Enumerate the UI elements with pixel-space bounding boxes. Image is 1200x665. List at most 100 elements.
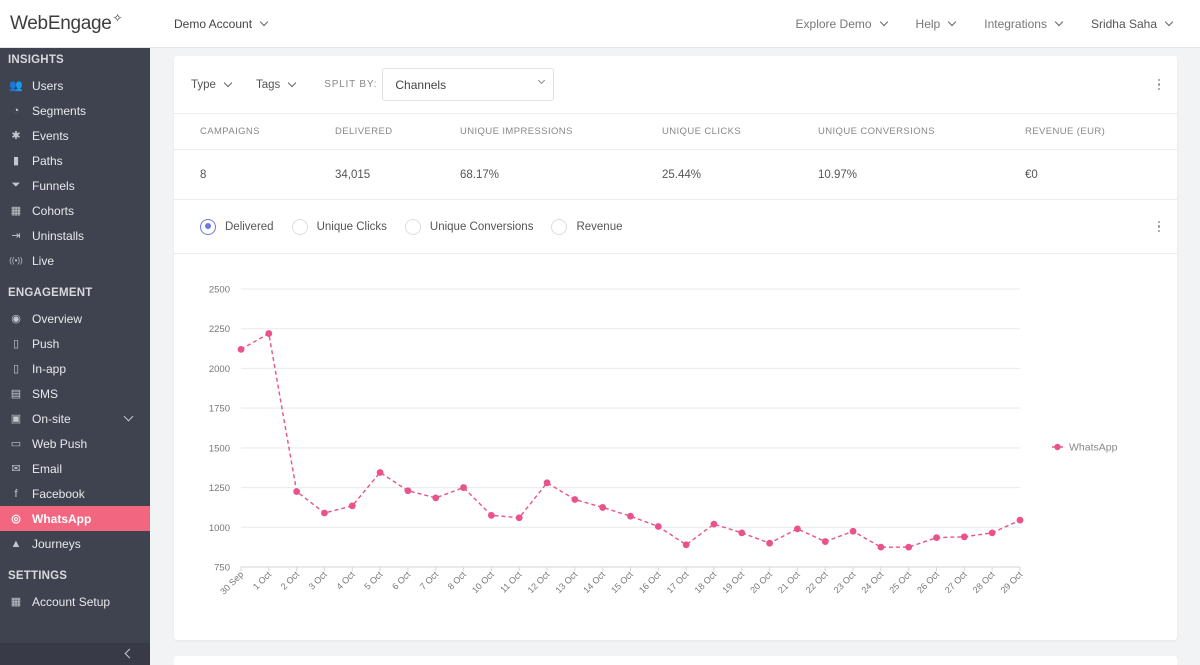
stat-unique-clicks: 25.44%: [662, 168, 702, 181]
stats-header-row: CAMPAIGNS DELIVERED UNIQUE IMPRESSIONS U…: [174, 114, 1177, 150]
chevron-down-icon: [947, 17, 957, 27]
x-tick-label: 20 Oct: [748, 569, 774, 595]
sidebar-item-sms[interactable]: ▤ SMS: [0, 381, 150, 406]
nav-user-menu[interactable]: Sridha Saha: [1091, 17, 1174, 31]
y-tick-label: 1750: [209, 404, 230, 415]
sidebar-item-users[interactable]: 👥 Users: [0, 73, 150, 98]
sidebar-item-push[interactable]: ▯ Push: [0, 331, 150, 356]
x-tick-label: 17 Oct: [665, 569, 691, 595]
radio-circle: [551, 218, 568, 235]
chevron-down-icon: [1054, 17, 1064, 27]
nav-label: Help: [915, 16, 941, 31]
secondary-card: [174, 656, 1177, 665]
x-tick-label: 15 Oct: [609, 569, 635, 595]
sidebar-item-web-push[interactable]: ▭ Web Push: [0, 431, 150, 456]
sidebar-item-live[interactable]: ((•)) Live: [0, 248, 150, 273]
x-tick-label: 19 Oct: [720, 569, 746, 595]
metric-unique-conversions-radio[interactable]: Unique Conversions: [404, 218, 533, 235]
split-by-select[interactable]: Channels: [382, 68, 555, 101]
sidebar-item-email[interactable]: ✉ Email: [0, 456, 150, 481]
top-bar: WebEngage✧ Demo Account Explore Demo Hel…: [0, 0, 1200, 48]
sidebar-item-label: Web Push: [32, 436, 88, 451]
legend-label: WhatsApp: [1069, 442, 1118, 454]
nav-integrations[interactable]: Integrations: [984, 17, 1064, 31]
sidebar-item-facebook[interactable]: f Facebook: [0, 481, 150, 506]
radio-circle: [291, 218, 308, 235]
sidebar-item-cohorts[interactable]: ▦ Cohorts: [0, 198, 150, 223]
sidebar-item-in-app[interactable]: ▯ In-app: [0, 356, 150, 381]
sidebar-item-label: Paths: [32, 153, 63, 168]
facebook-icon: f: [14, 487, 18, 500]
data-point: [237, 345, 245, 353]
nav-help[interactable]: Help: [915, 16, 957, 31]
star-icon: ✱: [11, 130, 21, 142]
sidebar-item-label: WhatsApp: [32, 511, 92, 526]
data-point: [710, 520, 718, 528]
sidebar-item-label: Cohorts: [32, 203, 75, 218]
sidebar-item-label: Segments: [32, 103, 87, 118]
account-switcher[interactable]: Demo Account: [174, 16, 269, 31]
sidebar-item-label: Email: [32, 461, 63, 476]
x-tick-label: 28 Oct: [971, 569, 997, 595]
data-point: [933, 534, 940, 542]
stat-campaigns: 8: [200, 168, 207, 181]
metric-label: Revenue: [576, 220, 623, 233]
x-tick-label: 16 Oct: [637, 569, 663, 595]
sidebar-item-on-site[interactable]: ▣ On-site: [0, 406, 150, 431]
sidebar-item-journeys[interactable]: ▲ Journeys: [0, 531, 150, 556]
sidebar-item-paths[interactable]: ▮ Paths: [0, 148, 150, 173]
stat-header: REVENUE (EUR): [1025, 126, 1106, 137]
radio-circle: [200, 218, 216, 235]
y-tick-label: 1250: [209, 483, 230, 494]
stat-header: UNIQUE CONVERSIONS: [818, 126, 935, 137]
sidebar-item-funnels[interactable]: ⏷ Funnels: [0, 173, 150, 198]
sidebar-item-overview[interactable]: ◉ Overview: [0, 306, 150, 331]
sidebar-item-label: Events: [32, 128, 69, 143]
chevron-down-icon: [223, 78, 233, 88]
tags-filter[interactable]: Tags: [256, 79, 297, 91]
data-point: [849, 527, 857, 535]
data-point: [348, 502, 356, 510]
x-tick-label: 14 Oct: [581, 569, 607, 595]
sidebar-item-account-setup[interactable]: ▦ Account Setup: [0, 589, 150, 614]
sidebar-item-uninstalls[interactable]: ⇥ Uninstalls: [0, 223, 150, 248]
sidebar-item-events[interactable]: ✱ Events: [0, 123, 150, 148]
card-menu-icon[interactable]: [1157, 78, 1161, 92]
series-line-whatsapp: [240, 332, 1021, 548]
data-point: [682, 541, 690, 549]
sidebar-collapse-button[interactable]: [0, 643, 150, 665]
y-tick-label: 1500: [209, 443, 230, 454]
chevron-down-icon: [1164, 17, 1174, 27]
data-point: [543, 479, 551, 487]
grid-icon: ▦: [10, 205, 22, 217]
chat-icon: ▤: [10, 388, 22, 400]
metric-revenue-radio[interactable]: Revenue: [551, 218, 623, 235]
webengage-logo[interactable]: WebEngage✧: [10, 10, 123, 34]
x-tick-label: 26 Oct: [915, 569, 941, 595]
sidebar-item-label: Funnels: [32, 178, 75, 193]
metric-delivered-radio[interactable]: Delivered: [200, 218, 274, 235]
sidebar-section-title: SETTINGS: [8, 570, 68, 582]
pie-icon: ◔: [12, 104, 20, 117]
delivered-line-chart: 750 1000 1250 1500 1750 2000 2250 2500 30 Sep 1 O…: [174, 256, 1177, 640]
sidebar-item-whatsapp[interactable]: ◎ WhatsApp: [0, 506, 150, 531]
x-tick-label: 11 Oct: [498, 569, 524, 595]
metric-unique-clicks-radio[interactable]: Unique Clicks: [291, 218, 387, 235]
y-tick-label: 2500: [209, 285, 230, 296]
x-tick-label: 13 Oct: [553, 569, 579, 595]
y-tick-label: 2250: [209, 324, 230, 335]
data-point: [1016, 516, 1024, 524]
account-name: Demo Account: [174, 16, 253, 31]
type-filter[interactable]: Type: [191, 78, 233, 91]
nav-explore-demo[interactable]: Explore Demo: [796, 17, 888, 31]
chevron-left-icon: [124, 648, 135, 659]
data-point: [376, 469, 384, 476]
sidebar-item-segments[interactable]: ◔ Segments: [0, 98, 150, 123]
chart-menu-icon[interactable]: [1157, 220, 1161, 234]
sidebar-item-label: On-site: [32, 411, 71, 426]
chevron-down-icon[interactable]: [123, 411, 134, 422]
data-point: [571, 496, 579, 503]
x-tick-label: 5 Oct: [362, 569, 385, 592]
data-point: [321, 509, 328, 517]
